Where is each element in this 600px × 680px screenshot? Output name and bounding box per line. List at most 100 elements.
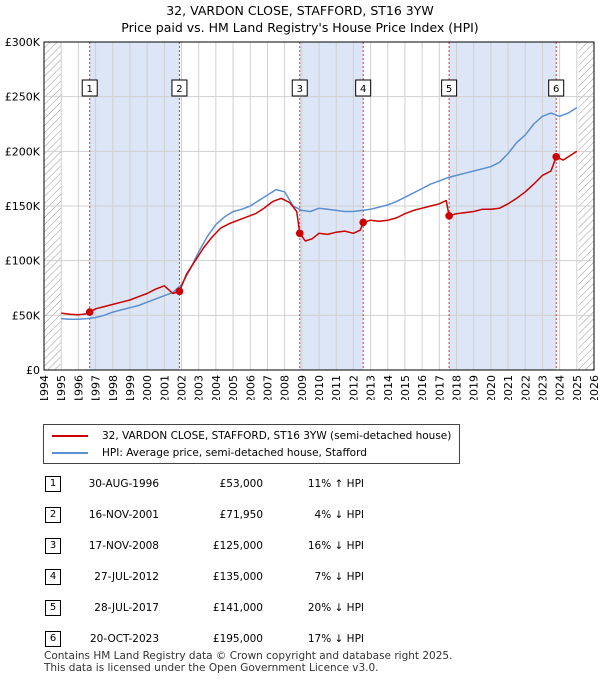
x-tick-label: 2004 — [210, 375, 223, 400]
chart-legend: 32, VARDON CLOSE, STAFFORD, ST16 3YW (se… — [43, 424, 460, 464]
y-tick-label: £200K — [5, 145, 41, 158]
sale-price: £135,000 — [212, 571, 263, 583]
x-tick-label: 2008 — [279, 375, 292, 400]
x-tick-label: 2012 — [347, 375, 360, 400]
x-tick-label: 1998 — [107, 375, 120, 400]
x-tick-label: 1997 — [90, 375, 103, 400]
x-tick-label: 2007 — [261, 375, 274, 400]
sale-label-number: 2 — [176, 84, 182, 95]
y-tick-label: £100K — [5, 255, 41, 268]
sale-label-box — [548, 79, 565, 97]
x-tick-label: 2006 — [244, 375, 257, 400]
sale-hpi-change: 16% ↓ HPI — [307, 540, 364, 552]
sale-row: 3 17-NOV-2008 £125,000 16% ↓ HPI — [43, 536, 383, 556]
sale-number-badge: 2 — [45, 507, 61, 523]
sale-hpi-change: 7% ↓ HPI — [314, 571, 364, 583]
sale-row: 4 27-JUL-2012 £135,000 7% ↓ HPI — [43, 567, 383, 587]
sale-date: 20-OCT-2023 — [90, 633, 159, 645]
x-tick-label: 2011 — [330, 375, 343, 400]
x-tick-label: 2025 — [571, 375, 584, 400]
sale-number-badge: 4 — [45, 569, 61, 585]
sale-label-number: 6 — [553, 84, 559, 95]
y-tick-label: £150K — [5, 200, 41, 213]
x-tick-label: 1996 — [72, 375, 85, 400]
sale-label-box — [441, 79, 458, 97]
sale-number-badge: 5 — [45, 600, 61, 616]
sale-price: £195,000 — [212, 633, 263, 645]
plot-frame — [43, 41, 595, 371]
x-tick-label: 2019 — [468, 375, 481, 400]
legend-label-hpi: HPI: Average price, semi-detached house,… — [102, 447, 367, 459]
x-tick-label: 2024 — [554, 375, 567, 400]
legend-item-property: 32, VARDON CLOSE, STAFFORD, ST16 3YW (se… — [52, 428, 451, 444]
x-tick-label: 2017 — [433, 375, 446, 400]
sale-point — [552, 153, 560, 161]
sale-label-number: 3 — [297, 84, 303, 95]
sale-point — [359, 218, 367, 227]
x-tick-label: 2023 — [536, 375, 549, 400]
legend-item-hpi: HPI: Average price, semi-detached house,… — [52, 445, 367, 461]
x-tick-label: 2005 — [227, 375, 240, 400]
sale-number-badge: 1 — [45, 476, 61, 492]
chart-title: Price paid vs. HM Land Registry's House … — [121, 20, 479, 35]
y-tick-label: £250K — [5, 91, 41, 104]
property-price-line — [61, 150, 578, 316]
y-tick-label: £50K — [12, 309, 41, 322]
sale-date: 27-JUL-2012 — [94, 571, 159, 583]
sale-label-box — [355, 79, 372, 97]
sale-point — [295, 229, 304, 238]
sale-number-badge: 3 — [45, 538, 61, 554]
sale-price: £141,000 — [212, 602, 263, 614]
sale-label-number: 5 — [446, 84, 452, 95]
legend-label-property: 32, VARDON CLOSE, STAFFORD, ST16 3YW (se… — [102, 430, 452, 442]
sale-hpi-change: 17% ↓ HPI — [307, 633, 364, 645]
y-tick-label: £300K — [5, 36, 41, 49]
sale-row: 5 28-JUL-2017 £141,000 20% ↓ HPI — [43, 598, 383, 618]
y-tick-label: £0 — [26, 364, 40, 377]
x-tick-label: 2022 — [519, 375, 532, 400]
sale-point — [85, 308, 94, 316]
hpi-line — [61, 106, 578, 320]
sale-price: £53,000 — [219, 478, 263, 490]
legend-swatch-hpi — [52, 452, 88, 454]
x-tick-label: 2001 — [158, 375, 171, 400]
sale-date: 16-NOV-2001 — [88, 509, 159, 521]
x-tick-label: 2002 — [176, 375, 189, 400]
sale-date: 17-NOV-2008 — [88, 540, 159, 552]
footer-copyright: Contains HM Land Registry data © Crown c… — [44, 650, 453, 662]
sale-label-box — [171, 79, 188, 97]
x-tick-label: 2010 — [313, 375, 326, 400]
sale-label-number: 1 — [87, 84, 93, 95]
x-tick-label: 2021 — [502, 375, 515, 400]
x-tick-label: 2016 — [416, 375, 429, 400]
x-tick-label: 2026 — [588, 375, 600, 400]
x-tick-label: 1999 — [124, 375, 137, 400]
x-tick-label: 2009 — [296, 375, 309, 400]
x-tick-label: 2014 — [382, 375, 395, 400]
sale-price: £125,000 — [212, 540, 263, 552]
sale-row: 2 16-NOV-2001 £71,950 4% ↓ HPI — [43, 505, 383, 525]
sale-hpi-change: 20% ↓ HPI — [307, 602, 364, 614]
x-tick-label: 2013 — [365, 375, 378, 400]
x-tick-label: 2000 — [141, 375, 154, 400]
sale-label-number: 4 — [360, 84, 366, 95]
x-tick-label: 2018 — [451, 375, 464, 400]
footer-licence: This data is licensed under the Open Gov… — [44, 662, 379, 674]
sale-point — [175, 287, 184, 296]
sale-price: £71,950 — [219, 509, 263, 521]
x-tick-label: 2020 — [485, 375, 498, 400]
sale-hpi-change: 4% ↓ HPI — [314, 509, 364, 521]
sale-date: 28-JUL-2017 — [94, 602, 159, 614]
sale-hpi-change: 11% ↑ HPI — [307, 478, 364, 490]
legend-swatch-property — [52, 435, 88, 437]
x-tick-label: 2015 — [399, 375, 412, 400]
price-chart: 1 2 3 4 5 6 £0 £50K £100K £150K £200K £250K £300K 199… — [5, 36, 600, 400]
sale-row: 6 20-OCT-2023 £195,000 17% ↓ HPI — [43, 629, 383, 649]
x-tick-label: 2003 — [193, 375, 206, 400]
x-tick-label: 1994 — [38, 375, 51, 400]
sale-point — [445, 212, 453, 220]
chart-title-address: 32, VARDON CLOSE, STAFFORD, ST16 3YW — [166, 3, 434, 18]
sale-row: 1 30-AUG-1996 £53,000 11% ↑ HPI — [43, 474, 383, 494]
sale-number-badge: 6 — [45, 631, 61, 647]
sale-label-box — [81, 79, 98, 97]
